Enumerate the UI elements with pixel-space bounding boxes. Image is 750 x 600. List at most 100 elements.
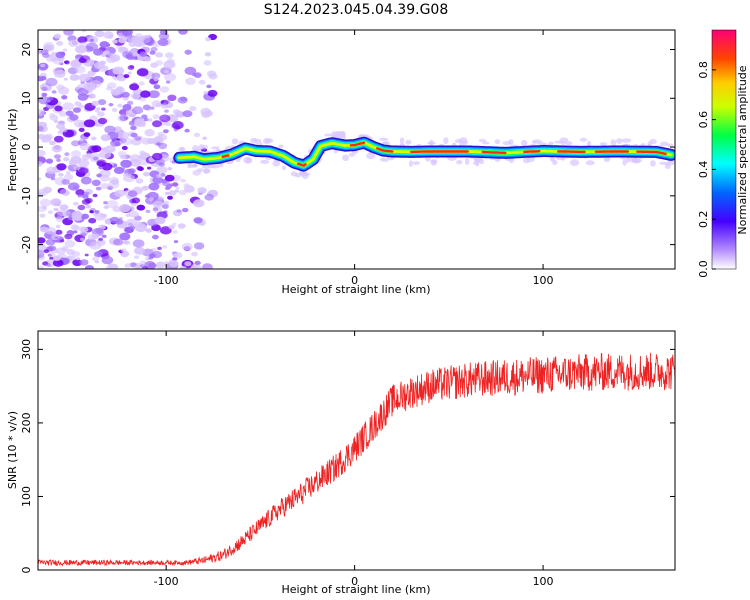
noise-blob	[169, 260, 179, 268]
noise-blob	[142, 171, 150, 177]
x-tick-label: 0	[351, 575, 358, 588]
noise-blob	[59, 204, 69, 211]
noise-blob	[45, 263, 52, 267]
colorbar-label: Normalized spectral amplitude	[736, 65, 749, 234]
noise-blob	[155, 174, 162, 178]
noise-blob	[81, 194, 89, 199]
noise-blob	[95, 227, 104, 234]
noise-blob	[118, 109, 129, 116]
noise-blob	[94, 109, 100, 113]
y-tick-label: 100	[20, 486, 33, 507]
ridge-peak-7	[557, 150, 586, 154]
halo-blob	[399, 137, 405, 144]
noise-blob	[98, 117, 108, 125]
noise-blob	[108, 52, 116, 58]
snr-y-label: SNR (10 * v/v)	[6, 411, 19, 489]
noise-blob	[152, 114, 160, 120]
halo-blob	[408, 160, 413, 168]
noise-blob	[146, 166, 152, 170]
y-tick-label: 0	[20, 144, 33, 151]
noise-blob	[54, 105, 63, 112]
halo-blob	[481, 141, 490, 145]
noise-blob	[193, 72, 202, 78]
ridge-peak-1	[296, 162, 307, 167]
noise-blob	[96, 107, 101, 110]
noise-blob	[99, 213, 106, 218]
noise-blob	[95, 186, 102, 191]
noise-blob	[163, 129, 169, 134]
x-tick-label: -100	[154, 274, 179, 287]
halo-blob	[250, 137, 258, 144]
noise-blob	[106, 200, 119, 209]
noise-blob	[41, 86, 48, 92]
noise-blob	[80, 176, 92, 185]
noise-blob	[55, 216, 64, 222]
halo-blob	[579, 137, 588, 142]
noise-blob	[153, 76, 159, 81]
noise-blob	[160, 103, 169, 109]
noise-blob	[75, 189, 85, 196]
noise-blob	[77, 36, 88, 44]
noise-blob	[129, 158, 142, 167]
noise-blob	[59, 239, 65, 243]
noise-blob	[55, 247, 67, 255]
halo-blob	[522, 157, 530, 164]
noise-blob	[94, 30, 105, 38]
noise-blob	[189, 106, 197, 112]
noise-blob	[179, 266, 187, 269]
noise-blob	[85, 191, 90, 195]
noise-blob	[105, 266, 110, 269]
noise-blob	[159, 114, 171, 123]
halo-blob	[628, 157, 639, 163]
colorbar-gradient	[711, 29, 737, 270]
y-tick-label: 200	[20, 412, 33, 433]
halo-blob	[494, 139, 501, 144]
noise-blob	[157, 134, 168, 141]
noise-blob	[101, 256, 114, 265]
noise-blob	[38, 126, 44, 132]
noise-blob	[78, 104, 85, 109]
noise-blob	[79, 138, 84, 142]
noise-blob	[71, 251, 81, 257]
noise-blob	[52, 67, 64, 75]
noise-blob	[94, 251, 103, 258]
halo-blob	[179, 147, 185, 151]
noise-blob	[193, 217, 203, 224]
noise-blob	[131, 197, 141, 204]
noise-blob	[108, 181, 120, 189]
noise-blob	[55, 229, 63, 235]
noise-blob	[93, 156, 99, 161]
noise-blob	[151, 72, 161, 79]
halo-blob	[616, 138, 623, 144]
noise-blob	[152, 176, 164, 184]
noise-blob	[53, 207, 59, 212]
noise-blob	[133, 255, 140, 260]
noise-blob	[164, 69, 170, 74]
halo-blob	[569, 159, 580, 167]
noise-blob	[173, 240, 179, 244]
noise-blob	[123, 74, 130, 79]
noise-blob	[122, 104, 132, 111]
ridge-peak-3	[376, 147, 394, 153]
noise-blob	[145, 228, 152, 233]
halo-blob	[610, 139, 617, 146]
noise-blob	[93, 48, 104, 56]
noise-blob	[140, 90, 151, 98]
noise-blob	[153, 207, 159, 212]
noise-blob	[141, 266, 149, 269]
noise-blob	[207, 89, 218, 97]
noise-blob	[93, 61, 105, 70]
noise-blob	[41, 205, 47, 210]
noise-blob	[86, 42, 98, 51]
ridge-peak-6	[523, 150, 541, 154]
noise-blob	[55, 224, 61, 229]
noise-blob	[130, 132, 138, 138]
noise-blob	[120, 159, 132, 168]
noise-blob	[83, 132, 91, 138]
noise-blob	[152, 234, 159, 240]
noise-blob	[113, 126, 122, 132]
noise-blob	[79, 237, 86, 242]
noise-blob	[184, 261, 192, 267]
noise-blob	[142, 104, 151, 111]
noise-blob	[180, 178, 186, 183]
